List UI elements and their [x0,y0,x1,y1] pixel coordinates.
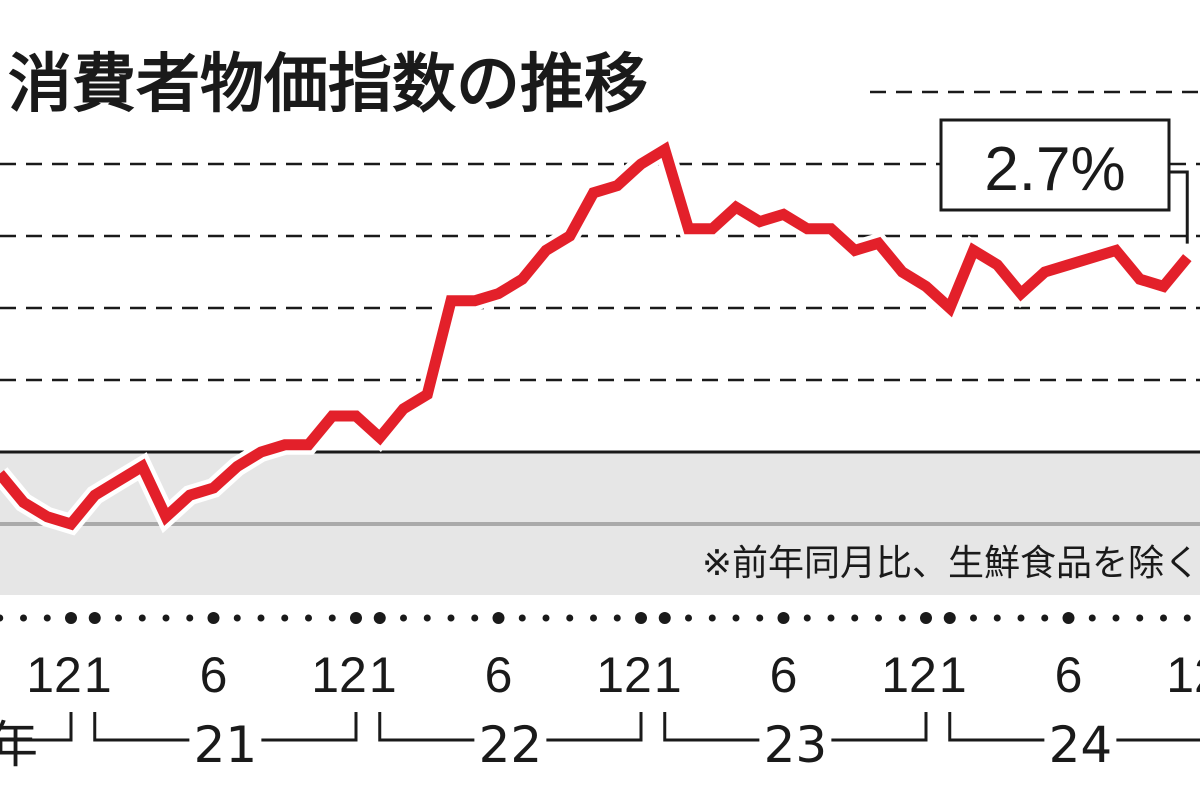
year-bracket: 24 [948,712,1200,774]
month-tick-dot [920,612,932,624]
month-tick-dot [635,612,647,624]
month-tick-dot [970,614,977,622]
year-label: 22 [479,716,543,774]
year-bracket-right [0,712,73,742]
callout-label: 2.7% [984,135,1125,204]
x-tick-label: 1 [84,647,112,703]
month-tick-dot [138,614,146,622]
x-axis: 121612161216121612年21222324 [0,612,1200,774]
month-tick-dot [1041,614,1049,622]
month-tick-dot [350,612,362,624]
month-tick-dot [943,612,956,624]
x-tick-label: 6 [485,647,513,703]
month-tick-dot [658,612,671,624]
month-tick-dot [1088,614,1096,622]
month-tick-dot [1017,614,1025,622]
month-tick-dot [1062,612,1075,624]
month-tick-dot [803,614,811,622]
year-bracket: 年 [0,712,73,774]
year-label: 24 [1049,716,1113,774]
x-tick-label: 6 [770,647,798,703]
month-tick-dot [590,614,597,622]
month-tick-dot [207,612,220,624]
callout-leader [1169,170,1189,244]
year-bracket-left [663,712,760,742]
month-tick-dot [88,612,101,624]
month-tick-dot [993,614,1001,622]
x-tick-label: 6 [200,647,228,703]
x-tick-label: 12 [26,647,82,703]
month-tick-dot [898,614,906,622]
month-tick-dot [875,614,882,622]
month-tick-dot [1183,614,1191,622]
month-tick-dot [447,614,455,622]
month-tick-dot [20,614,27,622]
year-label: 23 [764,716,828,774]
month-tick-dot [566,614,574,622]
month-tick-dot [1160,614,1167,622]
month-tick-dot [471,614,479,622]
x-tick-label: 1 [939,647,967,703]
x-tick-label: 12 [311,647,367,703]
month-tick-dot [756,614,764,622]
year-bracket-left [378,712,475,742]
month-tick-dot [233,614,241,622]
year-bracket-left [93,712,190,742]
month-tick-dot [777,612,790,624]
chart-note: ※前年同月比、生鮮食品を除く [702,543,1200,584]
callout: 2.7% [939,118,1189,244]
month-tick-dot [708,614,716,622]
year-bracket-right [1116,738,1200,742]
series-line [0,134,1196,536]
month-tick-dot [186,614,194,622]
month-tick-dot [43,614,51,622]
month-tick-dot [1112,614,1120,622]
x-tick-label: 1 [654,647,682,703]
month-tick-dot [732,614,740,622]
month-tick-dot [518,614,526,622]
month-tick-dot [65,612,77,624]
month-tick-dot [613,614,621,622]
month-tick-dot [423,614,431,622]
x-tick-label: 12 [881,647,937,703]
month-tick-dot [0,614,4,622]
month-tick-dot [542,614,550,622]
month-tick-dot [373,612,386,624]
year-bracket: 22 [378,712,643,774]
x-tick-label: 6 [1055,647,1083,703]
month-tick-dot [305,614,312,622]
year-bracket: 23 [663,712,928,774]
x-tick-label: 1 [369,647,397,703]
x-tick-label: 12 [1166,647,1200,703]
month-tick-dot [685,614,692,622]
year-bracket-right [261,712,358,742]
month-tick-dot [851,614,859,622]
year-label: 21 [194,716,258,774]
year-label: 年 [0,716,38,774]
x-tick-label: 12 [596,647,652,703]
year-bracket-right [546,712,643,742]
month-tick-dot [1136,614,1144,622]
month-tick-dot [257,614,265,622]
month-tick-dot [281,614,289,622]
month-tick-dot [162,614,170,622]
chart-title: 消費者物価指数の推移 [8,48,648,122]
year-bracket-right [831,712,928,742]
year-bracket: 21 [93,712,358,774]
month-tick-dot [492,612,505,624]
month-tick-dot [328,614,336,622]
month-tick-dot [400,614,407,622]
month-tick-dot [115,614,122,622]
year-bracket-left [948,712,1045,742]
month-tick-dot [827,614,835,622]
callout-box [939,118,1171,212]
